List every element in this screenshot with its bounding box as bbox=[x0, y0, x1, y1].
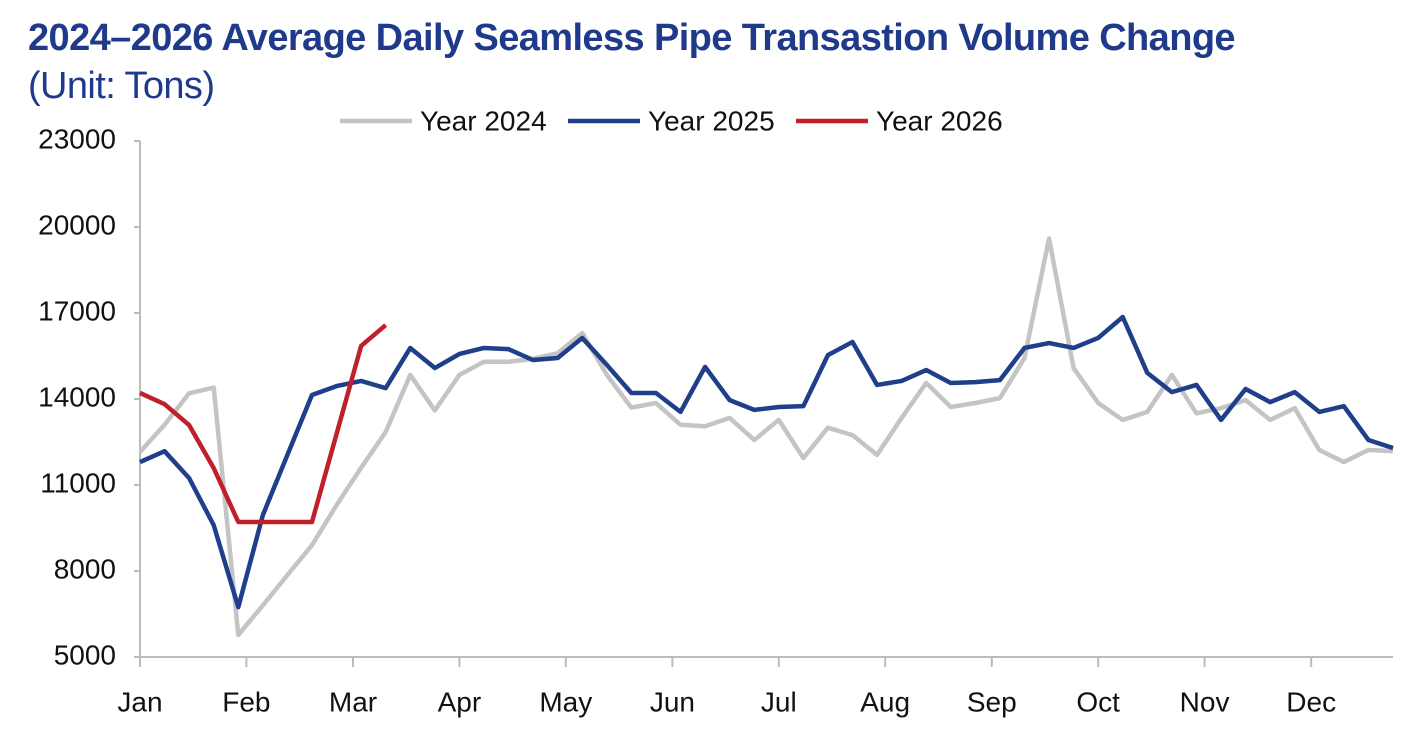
x-tick-label: Aug bbox=[860, 686, 910, 717]
y-tick-label: 17000 bbox=[38, 295, 116, 326]
series-line bbox=[138, 236, 1394, 638]
x-tick-label: Apr bbox=[438, 686, 482, 717]
x-tick-label: Nov bbox=[1180, 686, 1230, 717]
y-tick-label: 5000 bbox=[54, 639, 116, 670]
title-unit: (Unit: Tons) bbox=[28, 65, 215, 107]
y-tick-label: 8000 bbox=[54, 553, 116, 584]
x-tick-label: Sep bbox=[967, 686, 1017, 717]
x-tick-label: May bbox=[539, 686, 592, 717]
y-tick-label: 20000 bbox=[38, 209, 116, 240]
series-line bbox=[139, 323, 388, 525]
y-tick-label: 11000 bbox=[40, 467, 116, 498]
title-main: 2024–2026 Average Daily Seamless Pipe Tr… bbox=[28, 17, 1236, 59]
legend-label: Year 2025 bbox=[648, 105, 775, 136]
y-tick-label: 23000 bbox=[38, 123, 116, 154]
x-tick-label: Jul bbox=[761, 686, 797, 717]
x-tick-label: Jan bbox=[117, 686, 162, 717]
x-tick-label: Mar bbox=[329, 686, 377, 717]
x-tick-label: Dec bbox=[1286, 686, 1336, 717]
y-tick-label: 14000 bbox=[38, 381, 116, 412]
legend-label: Year 2026 bbox=[876, 105, 1003, 136]
legend-label: Year 2024 bbox=[420, 105, 547, 136]
x-tick-label: Jun bbox=[650, 686, 695, 717]
x-tick-label: Feb bbox=[222, 686, 270, 717]
x-tick-label: Oct bbox=[1076, 686, 1120, 717]
chart-title: 2024–2026 Average Daily Seamless Pipe Tr… bbox=[28, 14, 1278, 110]
